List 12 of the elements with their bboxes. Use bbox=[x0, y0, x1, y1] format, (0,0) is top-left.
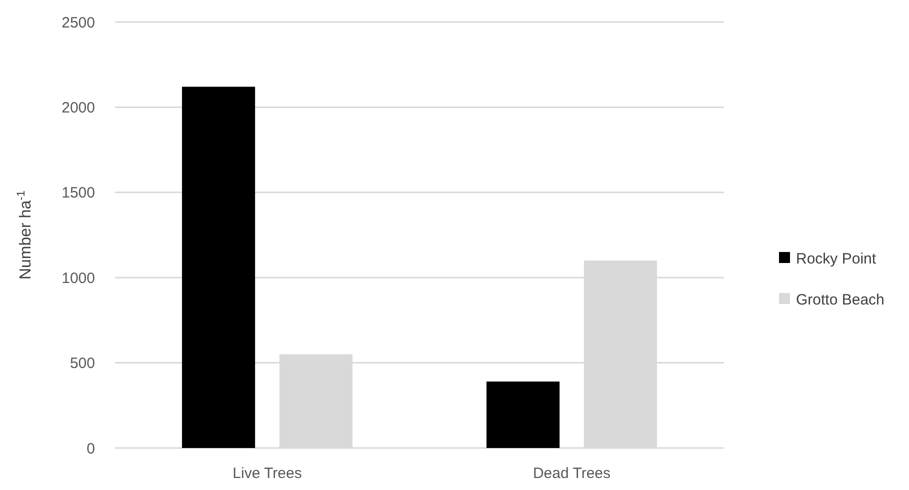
legend-label: Rocky Point bbox=[796, 250, 877, 268]
y-tick-label: 0 bbox=[86, 440, 95, 458]
y-tick-label: 2500 bbox=[62, 14, 95, 32]
legend-label: Grotto Beach bbox=[796, 291, 884, 308]
y-tick-label: 2000 bbox=[62, 99, 95, 116]
bar bbox=[182, 86, 256, 448]
bar bbox=[486, 382, 560, 448]
y-tick-label: 500 bbox=[70, 355, 95, 372]
y-tick-label: 1500 bbox=[62, 184, 95, 202]
x-tick-label: Live Trees bbox=[232, 465, 302, 482]
y-tick-label: 1000 bbox=[62, 270, 95, 287]
x-tick-label: Dead Trees bbox=[532, 465, 611, 482]
